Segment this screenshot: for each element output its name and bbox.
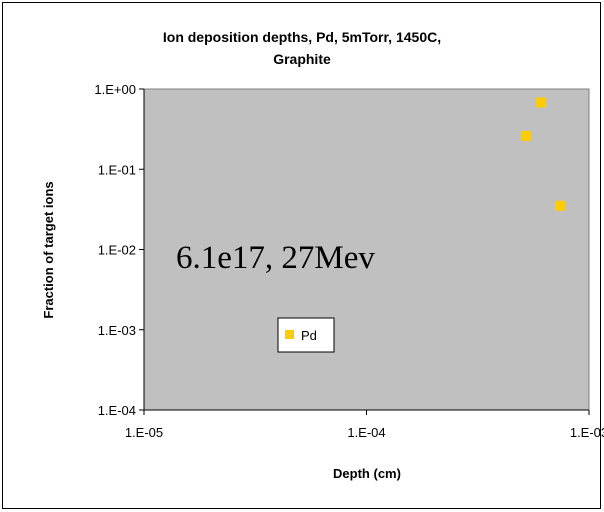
legend: Pd (277, 317, 335, 353)
legend-marker (285, 330, 294, 339)
y-tick-label: 1.E-02 (98, 243, 136, 258)
legend-label: Pd (301, 328, 317, 343)
y-tick-label: 1.E-03 (98, 323, 136, 338)
data-points (520, 97, 565, 211)
x-tick-label: 1.E-04 (347, 425, 385, 440)
tick-labels: 1.E+00 1.E-01 1.E-02 1.E-03 1.E-04 1.E-05 1.E-… (94, 82, 604, 440)
x-tick-label: 1.E-05 (125, 425, 163, 440)
chart-title-line-2: Graphite (273, 51, 331, 67)
y-tick-label: 1.E-04 (98, 403, 136, 418)
x-tick-label: 1.E-03 (570, 425, 604, 440)
x-axis-title: Depth (cm) (333, 466, 401, 481)
y-axis-title: Fraction of target ions (41, 181, 56, 318)
chart-title-line-1: Ion deposition depths, Pd, 5mTorr, 1450C… (163, 29, 441, 45)
chart-annotation: 6.1e17, 27Mev (176, 240, 375, 276)
data-point (554, 200, 565, 211)
ticks (139, 88, 590, 415)
y-tick-label: 1.E-01 (98, 162, 136, 177)
plot-area (143, 88, 590, 411)
data-point (536, 97, 547, 108)
y-tick-label: 1.E+00 (94, 82, 136, 97)
data-point (520, 130, 531, 141)
